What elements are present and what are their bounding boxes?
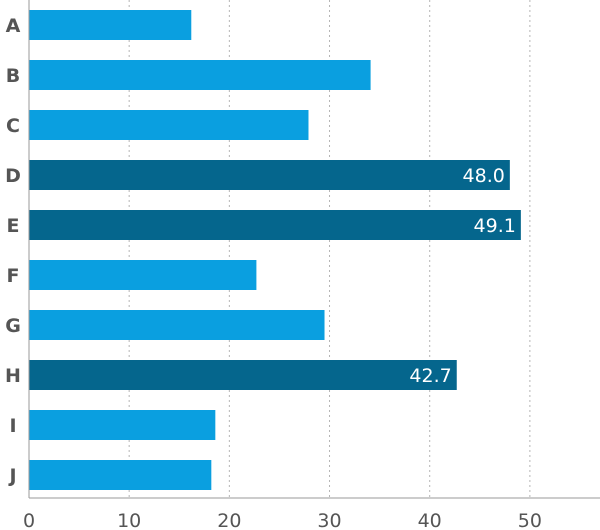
bar-A	[29, 10, 192, 40]
bar-D	[29, 160, 510, 190]
x-tick-label: 0	[23, 510, 35, 530]
bar-layer	[29, 10, 521, 490]
category-label: I	[9, 415, 16, 437]
x-tick-label: 40	[418, 510, 442, 530]
bar-E	[29, 210, 521, 240]
x-tick-label: 20	[217, 510, 241, 530]
category-label: B	[6, 65, 20, 87]
category-label: H	[5, 365, 21, 387]
bar-J	[29, 460, 212, 490]
category-label: E	[7, 215, 20, 237]
bar-B	[29, 60, 371, 90]
category-label: F	[7, 265, 20, 287]
category-label: J	[7, 465, 16, 487]
x-tick-label: 50	[518, 510, 542, 530]
bar-G	[29, 310, 325, 340]
category-label: G	[5, 315, 21, 337]
x-tick-label: 30	[317, 510, 341, 530]
bar-F	[29, 260, 257, 290]
bar-H	[29, 360, 457, 390]
value-label-E: 49.1	[474, 215, 516, 237]
category-label: C	[6, 115, 20, 137]
value-label-H: 42.7	[409, 365, 451, 387]
bar-I	[29, 410, 216, 440]
bar-C	[29, 110, 309, 140]
x-tick-label: 10	[117, 510, 141, 530]
value-label-D: 48.0	[463, 165, 505, 187]
label-layer: 0 10 20 30 40 50 A B C D 48.0 E 49.1 F G H 42.7 I J	[5, 15, 542, 530]
category-label: D	[5, 165, 21, 187]
category-label: A	[6, 15, 21, 37]
